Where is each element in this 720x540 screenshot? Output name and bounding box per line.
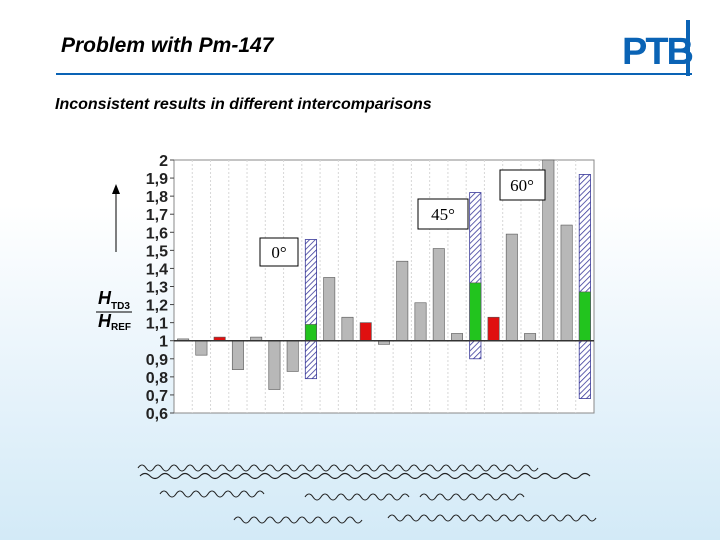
y-tick-label: 1,9 (146, 171, 168, 188)
bar-red-11 (359, 322, 372, 342)
bar-gray-13 (396, 260, 409, 342)
angle-label-45: 45° (417, 198, 469, 230)
ptb-logo: PTB (622, 31, 694, 73)
angle-label-0-text: 0° (271, 243, 286, 262)
angle-label-60-text: 60° (510, 176, 534, 195)
y-tick-label: 2 (159, 153, 168, 170)
x-axis-labels-garbled (137, 464, 597, 524)
ptb-logo-text: PTB (622, 31, 693, 73)
bar-gray-7 (286, 340, 299, 372)
bar-gray-9 (323, 277, 336, 342)
bar-range-hatch (469, 192, 482, 360)
y-tick-label: 1,1 (146, 316, 168, 333)
y-tick-label: 0,9 (146, 352, 168, 369)
ylabel-numerator-sub: TD3 (111, 301, 130, 312)
bar-green-8 (304, 324, 317, 342)
y-tick-label: 0,6 (146, 406, 168, 423)
slide-title: Problem with Pm-147 (61, 34, 274, 57)
title-underline (56, 73, 692, 75)
bar-gray-2 (195, 340, 208, 356)
bar-gray-22 (560, 224, 573, 342)
ylabel-numerator: H (98, 288, 112, 308)
bar-range-hatch (304, 239, 318, 380)
bar-red-18 (487, 316, 500, 342)
bar-gray-14 (414, 302, 427, 342)
y-tick-label: 1,7 (146, 207, 168, 224)
plot-area (173, 159, 595, 414)
bar-gray-4 (231, 340, 244, 370)
slide-subtitle: Inconsistent results in different interc… (55, 96, 432, 113)
y-tick-label: 0,7 (146, 388, 168, 405)
bar-gray-20 (524, 333, 537, 342)
y-axis-label: H TD3 H REF (96, 288, 132, 333)
y-tick-label: 0,8 (146, 370, 168, 387)
bar-green-23 (578, 291, 591, 342)
bar-gray-15 (432, 248, 445, 342)
up-arrow-icon (112, 184, 120, 252)
y-tick-label: 1,5 (146, 243, 168, 260)
y-tick-label: 1,8 (146, 189, 168, 206)
y-tick-label: 1,4 (146, 261, 168, 278)
y-tick-label: 1,2 (146, 298, 168, 315)
angle-label-45-text: 45° (431, 205, 455, 224)
bar-gray-6 (268, 340, 281, 390)
bar-gray-16 (451, 333, 464, 342)
bar-gray-19 (505, 233, 518, 342)
bars (177, 159, 591, 399)
y-tick-label: 1,3 (146, 280, 168, 297)
bar-range-hatch (578, 174, 591, 399)
logo-divider (686, 20, 690, 76)
y-tick-label: 1,6 (146, 225, 168, 242)
ylabel-denominator-sub: REF (111, 322, 131, 333)
y-tick-label: 1 (159, 334, 168, 351)
bar-gray-10 (341, 316, 354, 342)
angle-label-0: 0° (259, 237, 299, 267)
y-axis-ticks: 0,60,70,80,911,11,21,3 1,41,51,61,71,81,9… (146, 153, 174, 423)
angle-label-60: 60° (499, 169, 546, 201)
bar-green-17 (469, 282, 482, 342)
ylabel-denominator: H (98, 311, 112, 331)
